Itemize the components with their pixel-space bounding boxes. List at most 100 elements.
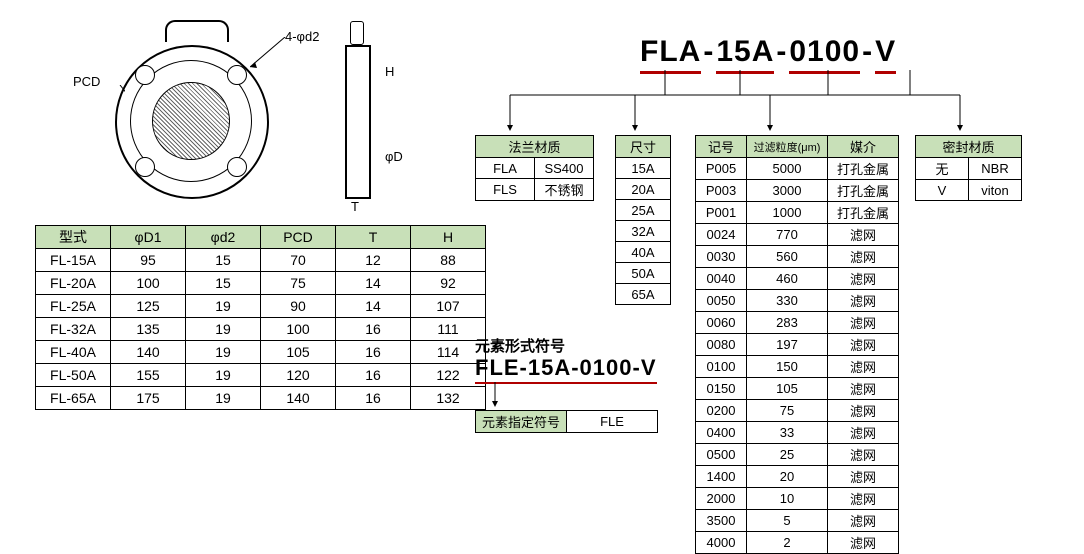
spec-cell: FL-50A: [36, 364, 111, 387]
table-cell: 滤网: [828, 422, 899, 444]
table-cell: 2: [747, 532, 828, 554]
filt-column-header: 媒介: [828, 136, 899, 158]
table-row: 200010滤网: [696, 488, 899, 510]
table-row: 65A: [616, 284, 671, 305]
part-seg-filtration: 0100: [789, 35, 860, 74]
spec-cell: 135: [111, 318, 186, 341]
table-cell: 65A: [616, 284, 671, 305]
spec-cell: 92: [411, 272, 486, 295]
spec-row: FL-15A9515701288: [36, 249, 486, 272]
table-row: 无NBR: [916, 158, 1022, 180]
table-cell: 0150: [696, 378, 747, 400]
table-row: 0080197滤网: [696, 334, 899, 356]
table-cell: 560: [747, 246, 828, 268]
spec-column-header: H: [411, 226, 486, 249]
table-cell: 150: [747, 356, 828, 378]
diagram-label-h: H: [385, 65, 394, 78]
spec-cell: FL-65A: [36, 387, 111, 410]
table-cell: 打孔金属: [828, 158, 899, 180]
spec-cell: 16: [336, 387, 411, 410]
table-cell: FLS: [476, 179, 535, 201]
seal-material-table: 密封材质 无NBRVviton: [915, 135, 1022, 201]
table-cell: 40A: [616, 242, 671, 263]
spec-cell: 19: [186, 387, 261, 410]
spec-row: FL-65A1751914016132: [36, 387, 486, 410]
spec-cell: 175: [111, 387, 186, 410]
spec-column-header: 型式: [36, 226, 111, 249]
table-cell: 滤网: [828, 224, 899, 246]
table-cell: 滤网: [828, 378, 899, 400]
spec-cell: 100: [261, 318, 336, 341]
spec-row: FL-40A1401910516114: [36, 341, 486, 364]
table-cell: 滤网: [828, 356, 899, 378]
table-cell: 滤网: [828, 268, 899, 290]
part-number-title: FLA-15A-0100-V: [640, 35, 896, 74]
table-cell: P003: [696, 180, 747, 202]
table-row: 0100150滤网: [696, 356, 899, 378]
table-cell: 50A: [616, 263, 671, 284]
spec-cell: FL-15A: [36, 249, 111, 272]
table-row: 040033滤网: [696, 422, 899, 444]
spec-cell: 140: [111, 341, 186, 364]
size-table: 尺寸 15A20A25A32A40A50A65A: [615, 135, 671, 305]
table-cell: 20: [747, 466, 828, 488]
spec-cell: 12: [336, 249, 411, 272]
spec-cell: 19: [186, 295, 261, 318]
table-cell: 3500: [696, 510, 747, 532]
spec-cell: FL-20A: [36, 272, 111, 295]
table-cell: 770: [747, 224, 828, 246]
spec-column-header: T: [336, 226, 411, 249]
table-cell: 1400: [696, 466, 747, 488]
table-cell: 滤网: [828, 532, 899, 554]
element-part-number: FLE-15A-0100-V: [475, 355, 657, 384]
table-cell: 0400: [696, 422, 747, 444]
table-cell: 2000: [696, 488, 747, 510]
table-cell: 25: [747, 444, 828, 466]
table-row: 050025滤网: [696, 444, 899, 466]
spec-cell: 19: [186, 341, 261, 364]
table-cell: 0024: [696, 224, 747, 246]
table-row: Vviton: [916, 180, 1022, 201]
table-cell: P005: [696, 158, 747, 180]
flange-material-table: 法兰材质 FLASS400FLS不锈钢: [475, 135, 594, 201]
table-row: 0040460滤网: [696, 268, 899, 290]
table-row: 20A: [616, 179, 671, 200]
table-cell: 滤网: [828, 488, 899, 510]
table-row: 50A: [616, 263, 671, 284]
table-cell: 0050: [696, 290, 747, 312]
spec-cell: 15: [186, 249, 261, 272]
element-section-title: 元素形式符号: [475, 335, 565, 356]
spec-row: FL-20A10015751492: [36, 272, 486, 295]
table-cell: SS400: [535, 158, 594, 179]
table-cell: 滤网: [828, 510, 899, 532]
table-row: 0050330滤网: [696, 290, 899, 312]
table-cell: 滤网: [828, 312, 899, 334]
table-cell: 25A: [616, 200, 671, 221]
material-header: 法兰材质: [476, 136, 594, 158]
table-cell: V: [916, 180, 969, 201]
spec-cell: 16: [336, 364, 411, 387]
spec-cell: 140: [261, 387, 336, 410]
spec-cell: 88: [411, 249, 486, 272]
table-cell: 197: [747, 334, 828, 356]
spec-cell: 125: [111, 295, 186, 318]
filtration-table: 记号过滤粒度(μm)媒介 P0055000打孔金属P0033000打孔金属P00…: [695, 135, 899, 554]
spec-cell: FL-25A: [36, 295, 111, 318]
spec-cell: 14: [336, 295, 411, 318]
element-table-header: 元素指定符号: [476, 411, 567, 433]
part-seg-material: FLA: [640, 35, 701, 74]
table-cell: 5000: [747, 158, 828, 180]
table-row: 32A: [616, 221, 671, 242]
spec-column-header: φD1: [111, 226, 186, 249]
table-row: 40A: [616, 242, 671, 263]
table-cell: 滤网: [828, 334, 899, 356]
spec-cell: 16: [336, 318, 411, 341]
table-row: FLS不锈钢: [476, 179, 594, 201]
table-cell: 330: [747, 290, 828, 312]
table-row: 35005滤网: [696, 510, 899, 532]
diagram-label-t: T: [351, 200, 359, 213]
table-row: 020075滤网: [696, 400, 899, 422]
table-cell: 10: [747, 488, 828, 510]
table-cell: FLA: [476, 158, 535, 179]
table-cell: 33: [747, 422, 828, 444]
